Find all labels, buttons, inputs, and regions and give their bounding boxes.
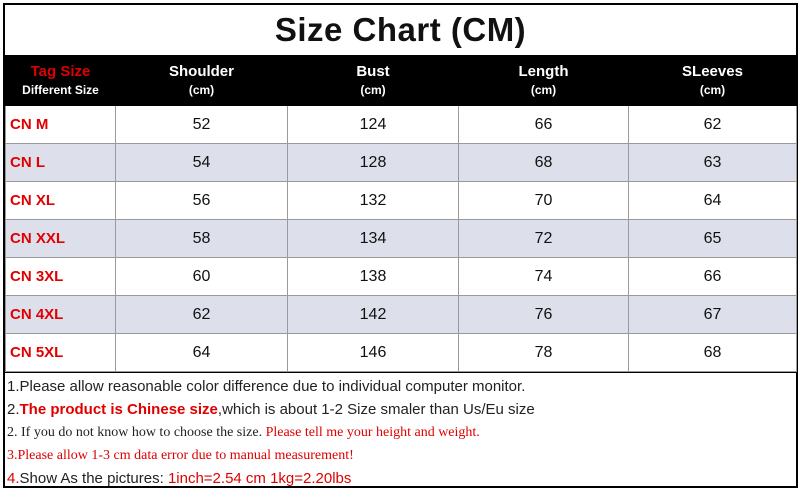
table-header-row: Tag Size Different Size Shoulder (cm) Bu… [5, 56, 797, 106]
header-sleeves: SLeeves (cm) [628, 56, 797, 106]
bust-cell: 142 [287, 295, 459, 334]
tag-size-label: Tag Size [30, 63, 91, 80]
column-unit: (cm) [699, 83, 726, 97]
length-cell: 70 [458, 181, 629, 220]
table-row: CN 5XL 64 146 78 68 [5, 333, 797, 372]
length-cell: 74 [458, 257, 629, 296]
note-chinese-size-detail: ,which is about 1-2 Size smaler than Us/… [217, 401, 535, 418]
header-size: Tag Size Different Size [5, 56, 116, 106]
note-chinese-size-emphasis: The product is Chinese size [19, 401, 218, 418]
table-row: CN 3XL 60 138 74 66 [5, 257, 797, 296]
note-measurement-error: 3.Please allow 1-3 cm data error due to … [7, 448, 354, 463]
size-table: Tag Size Different Size Shoulder (cm) Bu… [5, 56, 797, 372]
column-unit: (cm) [530, 83, 557, 97]
size-cell: CN XL [5, 181, 116, 220]
size-cell: CN 3XL [5, 257, 116, 296]
size-cell: CN M [5, 105, 116, 144]
bust-cell: 132 [287, 181, 459, 220]
note-conversion-values: 1inch=2.54 cm 1kg=2.20lbs [167, 470, 352, 487]
bust-cell: 134 [287, 219, 459, 258]
page-title: Size Chart (CM) [5, 5, 796, 56]
note-height-weight-request: Please tell me your height and weight. [265, 425, 480, 440]
bust-cell: 138 [287, 257, 459, 296]
length-cell: 76 [458, 295, 629, 334]
note-chinese-size: 2.The product is Chinese size,which is a… [5, 398, 796, 421]
size-cell: CN 4XL [5, 295, 116, 334]
table-row: CN L 54 128 68 63 [5, 143, 797, 182]
sleeves-cell: 62 [628, 105, 797, 144]
shoulder-cell: 58 [115, 219, 288, 258]
table-row: CN M 52 124 66 62 [5, 105, 797, 144]
note-choose-size-text: 2. If you do not know how to choose the … [7, 425, 266, 440]
length-cell: 78 [458, 333, 629, 372]
bust-cell: 128 [287, 143, 459, 182]
column-name: Shoulder [168, 63, 234, 80]
sleeves-cell: 68 [628, 333, 797, 372]
shoulder-cell: 54 [115, 143, 288, 182]
bust-cell: 124 [287, 105, 459, 144]
different-size-label: Different Size [22, 83, 99, 97]
sleeves-cell: 64 [628, 181, 797, 220]
note-color-difference: 1.Please allow reasonable color differen… [7, 378, 526, 395]
shoulder-cell: 52 [115, 105, 288, 144]
note-conversion-label: Show As the pictures: [19, 470, 168, 487]
size-chart: Size Chart (CM) Tag Size Different Size … [3, 3, 798, 488]
sleeves-cell: 66 [628, 257, 797, 296]
note-number: 4. [7, 470, 20, 487]
size-cell: CN XXL [5, 219, 116, 258]
length-cell: 66 [458, 105, 629, 144]
length-cell: 68 [458, 143, 629, 182]
sleeves-cell: 65 [628, 219, 797, 258]
table-row: CN XXL 58 134 72 65 [5, 219, 797, 258]
table-row: CN 4XL 62 142 76 67 [5, 295, 797, 334]
sleeves-cell: 67 [628, 295, 797, 334]
table-row: CN XL 56 132 70 64 [5, 181, 797, 220]
note-number: 2. [7, 401, 20, 418]
column-name: SLeeves [682, 63, 743, 80]
column-unit: (cm) [360, 83, 386, 97]
column-unit: (cm) [188, 83, 215, 97]
header-length: Length (cm) [458, 56, 629, 106]
shoulder-cell: 62 [115, 295, 288, 334]
sleeves-cell: 63 [628, 143, 797, 182]
column-name: Bust [356, 63, 390, 80]
size-cell: CN L [5, 143, 116, 182]
notes-section: 1.Please allow reasonable color differen… [5, 372, 796, 490]
note-conversion: 4.Show As the pictures: 1inch=2.54 cm 1k… [5, 467, 796, 490]
bust-cell: 146 [287, 333, 459, 372]
note-choose-size: 2. If you do not know how to choose the … [5, 421, 796, 444]
header-bust: Bust (cm) [287, 56, 459, 106]
shoulder-cell: 56 [115, 181, 288, 220]
length-cell: 72 [458, 219, 629, 258]
shoulder-cell: 60 [115, 257, 288, 296]
shoulder-cell: 64 [115, 333, 288, 372]
size-cell: CN 5XL [5, 333, 116, 372]
header-shoulder: Shoulder (cm) [115, 56, 288, 106]
column-name: Length [518, 63, 569, 80]
